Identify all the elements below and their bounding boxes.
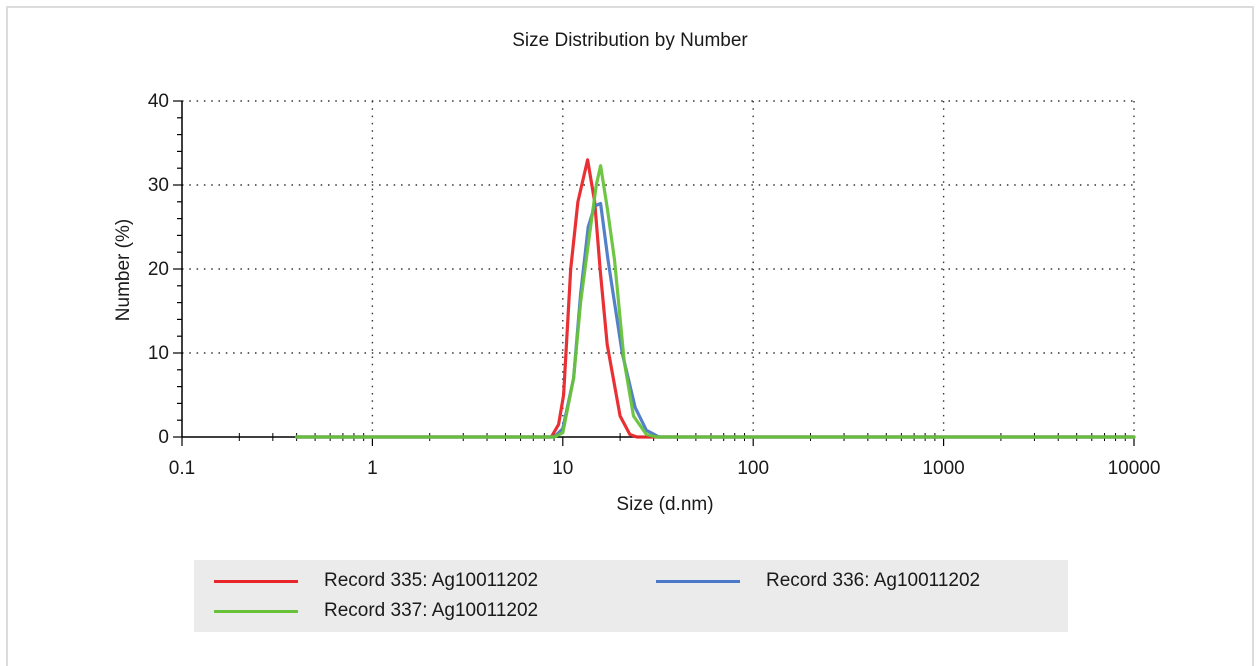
legend-label-record-336: Record 336: Ag10011202: [766, 570, 981, 591]
legend-item-record-336: Record 336: Ag10011202: [656, 570, 980, 592]
x-tick-label: 10: [552, 458, 573, 479]
legend: Record 335: Ag10011202 Record 336: Ag100…: [194, 560, 1068, 632]
series-line-3: [295, 164, 1136, 439]
x-tick-label: 10000: [1108, 458, 1161, 479]
chart-title: Size Distribution by Number: [512, 30, 748, 51]
y-tick-label: 20: [148, 259, 169, 280]
legend-swatch-record-335: [214, 579, 298, 583]
series-lines: [295, 158, 1136, 439]
legend-label-record-337: Record 337: Ag10011202: [324, 600, 539, 621]
y-tick-label: 0: [158, 427, 169, 448]
series-line-2: [295, 201, 1136, 439]
axis-ticks: 0 10 20 30 40 0.1 1 10 100 1000 10000: [148, 91, 1161, 479]
legend-swatch-record-336: [656, 579, 740, 583]
y-tick-label: 40: [148, 91, 169, 112]
chart-frame: [6, 6, 1254, 666]
x-tick-label: 1000: [922, 458, 964, 479]
legend-swatch-record-337: [214, 609, 298, 613]
x-tick-label: 0.1: [169, 458, 195, 479]
y-tick-label: 30: [148, 175, 169, 196]
x-tick-label: 1: [367, 458, 378, 479]
x-tick-label: 100: [737, 458, 769, 479]
y-tick-label: 10: [148, 343, 169, 364]
y-axis-title: Number (%): [113, 218, 134, 322]
legend-label-record-335: Record 335: Ag10011202: [324, 570, 539, 591]
series-line-1: [295, 158, 1136, 439]
x-axis-title: Size (d.nm): [616, 494, 714, 515]
legend-item-record-337: Record 337: Ag10011202: [214, 600, 538, 622]
grid-lines: [182, 100, 1135, 437]
legend-item-record-335: Record 335: Ag10011202: [214, 570, 538, 592]
